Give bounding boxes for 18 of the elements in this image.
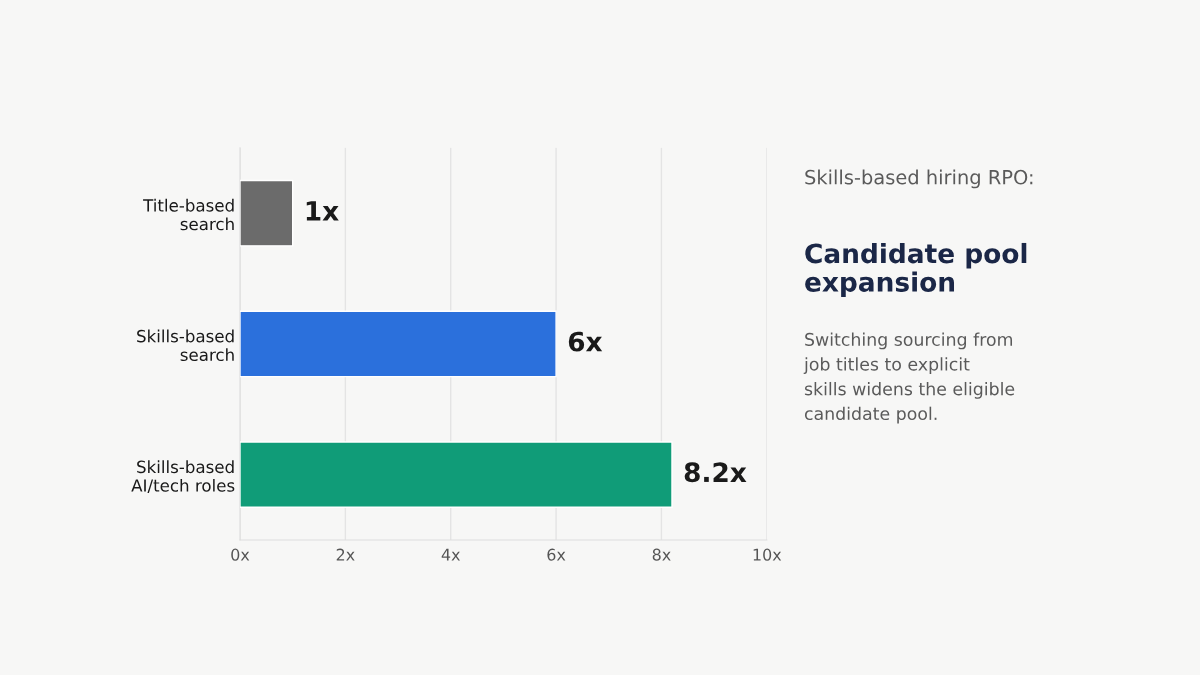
y-tick-label: Title-based search (143, 198, 234, 231)
x-tick-label: 10x (753, 548, 782, 561)
x-tick-label: 4x (441, 548, 460, 561)
x-tick-label: 2x (336, 548, 355, 561)
text: Candidate pool expansion (805, 242, 1027, 298)
data-label: 1x (306, 201, 339, 221)
text: Skills-based hiring RPO: (805, 169, 1033, 189)
x-tick-label: 6x (547, 548, 566, 561)
bar (240, 310, 557, 378)
text: Switching sourcing from job titles to explicit skills widens the eligible candidate pool. (803, 332, 1015, 424)
data-label: 6x (568, 331, 603, 352)
y-tick-label: Skills-based AI/tech roles (131, 460, 235, 494)
x-tick-label: 8x (652, 548, 671, 561)
y-tick-label: Skills-based search (137, 329, 234, 362)
data-label: 8.2x (684, 462, 747, 483)
x-tick-label: 0x (231, 548, 250, 561)
bar (240, 441, 673, 509)
bar (240, 179, 294, 247)
